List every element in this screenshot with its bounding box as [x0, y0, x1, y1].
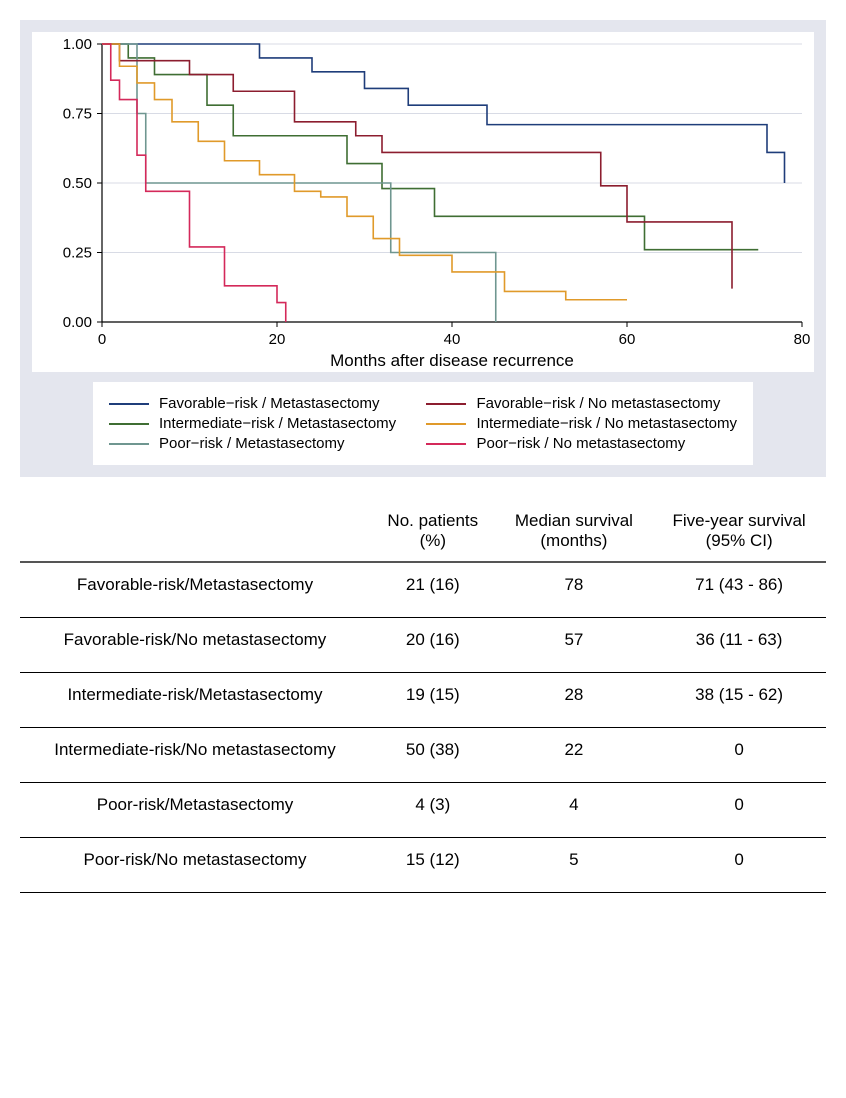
table-row: Intermediate-risk/Metastasectomy19 (15)2… — [20, 673, 826, 728]
table-body: Favorable-risk/Metastasectomy21 (16)7871… — [20, 562, 826, 893]
table-cell: 78 — [496, 562, 653, 618]
svg-text:40: 40 — [444, 331, 461, 348]
row-label: Poor-risk/No metastasectomy — [20, 838, 370, 893]
svg-text:0.25: 0.25 — [63, 245, 92, 262]
survival-chart: 0 20 40 60 80 0.00 0.25 0.50 0.75 1.00 Months afte… — [32, 32, 814, 372]
table-col-header: No. patients (%) — [370, 505, 496, 562]
legend-label: Poor−risk / Metastasectomy — [159, 435, 344, 452]
row-label: Intermediate-risk/Metastasectomy — [20, 673, 370, 728]
table-row: Favorable-risk/Metastasectomy21 (16)7871… — [20, 562, 826, 618]
svg-text:0: 0 — [98, 331, 106, 348]
table-col-header: Five-year survival (95% CI) — [652, 505, 826, 562]
row-label: Favorable-risk/Metastasectomy — [20, 562, 370, 618]
svg-text:0.00: 0.00 — [63, 314, 92, 331]
survival-table: No. patients (%)Median survival (months)… — [20, 505, 826, 893]
legend-item: Favorable−risk / No metastasectomy — [426, 395, 737, 412]
table-cell: 28 — [496, 673, 653, 728]
table-cell: 5 — [496, 838, 653, 893]
table-cell: 4 (3) — [370, 783, 496, 838]
table-cell: 71 (43 - 86) — [652, 562, 826, 618]
svg-text:80: 80 — [794, 331, 811, 348]
legend-label: Favorable−risk / Metastasectomy — [159, 395, 380, 412]
table-cell: 20 (16) — [370, 618, 496, 673]
table-row: Poor-risk/Metastasectomy4 (3)40 — [20, 783, 826, 838]
table-cell: 50 (38) — [370, 728, 496, 783]
legend-label: Favorable−risk / No metastasectomy — [476, 395, 720, 412]
legend-swatch — [426, 423, 466, 425]
legend-item: Poor−risk / Metastasectomy — [109, 435, 396, 452]
table-row: Intermediate-risk/No metastasectomy50 (3… — [20, 728, 826, 783]
table-cell: 38 (15 - 62) — [652, 673, 826, 728]
table-cell: 0 — [652, 783, 826, 838]
km-svg: 0 20 40 60 80 0.00 0.25 0.50 0.75 1.00 Months afte… — [32, 32, 814, 372]
svg-text:Months after disease recurrenc: Months after disease recurrence — [330, 351, 574, 370]
table-cell: 19 (15) — [370, 673, 496, 728]
legend-item: Intermediate−risk / Metastasectomy — [109, 415, 396, 432]
table-col-header: Median survival (months) — [496, 505, 653, 562]
table-row: Favorable-risk/No metastasectomy20 (16)5… — [20, 618, 826, 673]
table-row: Poor-risk/No metastasectomy15 (12)50 — [20, 838, 826, 893]
legend-label: Intermediate−risk / No metastasectomy — [476, 415, 737, 432]
legend-swatch — [109, 443, 149, 445]
svg-text:20: 20 — [269, 331, 286, 348]
table-cell: 36 (11 - 63) — [652, 618, 826, 673]
figure-panel: 0 20 40 60 80 0.00 0.25 0.50 0.75 1.00 Months afte… — [20, 20, 826, 477]
table-cell: 0 — [652, 728, 826, 783]
legend-swatch — [109, 423, 149, 425]
legend-swatch — [426, 403, 466, 405]
legend-item: Poor−risk / No metastasectomy — [426, 435, 737, 452]
legend-item: Favorable−risk / Metastasectomy — [109, 395, 396, 412]
legend-label: Intermediate−risk / Metastasectomy — [159, 415, 396, 432]
table-cell: 4 — [496, 783, 653, 838]
svg-text:60: 60 — [619, 331, 636, 348]
table-cell: 21 (16) — [370, 562, 496, 618]
table-header-row: No. patients (%)Median survival (months)… — [20, 505, 826, 562]
table-cell: 0 — [652, 838, 826, 893]
legend-item: Intermediate−risk / No metastasectomy — [426, 415, 737, 432]
row-label: Favorable-risk/No metastasectomy — [20, 618, 370, 673]
legend-swatch — [109, 403, 149, 405]
table-cell: 57 — [496, 618, 653, 673]
legend: Favorable−risk / Metastasectomy Intermedi… — [93, 382, 753, 465]
table-col-header — [20, 505, 370, 562]
svg-text:1.00: 1.00 — [63, 36, 92, 53]
row-label: Poor-risk/Metastasectomy — [20, 783, 370, 838]
row-label: Intermediate-risk/No metastasectomy — [20, 728, 370, 783]
table-cell: 15 (12) — [370, 838, 496, 893]
svg-text:0.75: 0.75 — [63, 106, 92, 123]
svg-text:0.50: 0.50 — [63, 175, 92, 192]
legend-label: Poor−risk / No metastasectomy — [476, 435, 685, 452]
table-cell: 22 — [496, 728, 653, 783]
legend-swatch — [426, 443, 466, 445]
